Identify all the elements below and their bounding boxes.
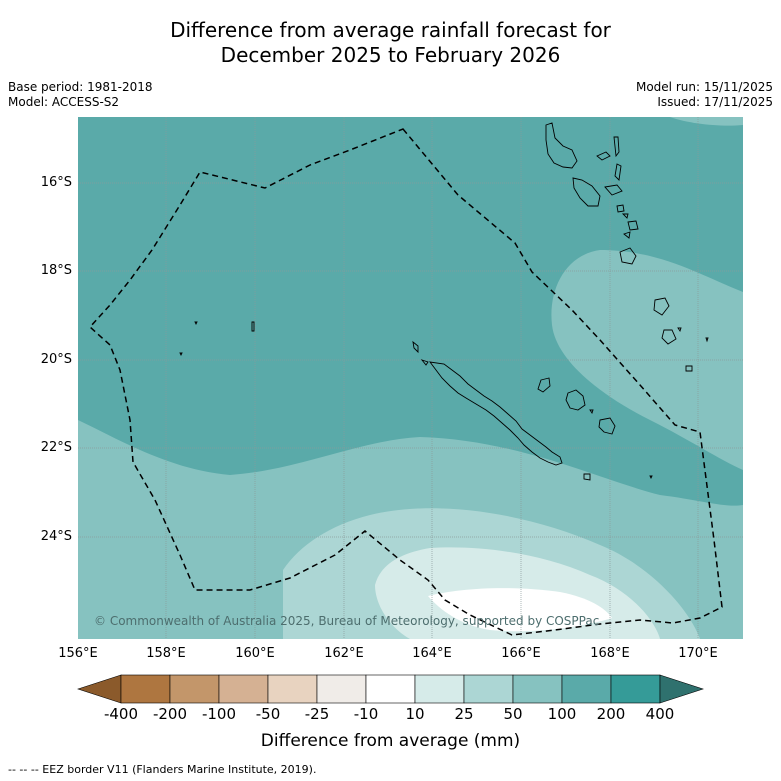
island-pentecost — [614, 163, 622, 181]
meta-right: Model run: 15/11/2025 Issued: 17/11/2025 — [636, 80, 773, 110]
copyright-notice: © Commonwealth of Australia 2025, Bureau… — [94, 614, 600, 628]
model-run: Model run: 15/11/2025 — [635, 80, 773, 94]
lat-label-24s: 24°S — [40, 529, 72, 544]
island-tiga — [589, 409, 594, 415]
colorbar-cell — [316, 674, 367, 704]
lat-label-20s: 20°S — [40, 352, 72, 367]
coastlines — [179, 122, 709, 481]
island-maewo — [613, 136, 620, 158]
lon-label-156e: 156°E — [58, 646, 98, 661]
lon-label-158e: 158°E — [146, 646, 186, 661]
lat-label-18s: 18°S — [40, 263, 72, 278]
lon-label-162e: 162°E — [324, 646, 364, 661]
lat-label-22s: 22°S — [40, 440, 72, 455]
colorbar-tick: 50 — [503, 705, 523, 723]
island-small-east — [649, 475, 653, 480]
colorbar-tick: -50 — [255, 705, 281, 723]
island-c — [251, 321, 255, 332]
lat-label-16s: 16°S — [40, 175, 72, 190]
colorbar-cell — [169, 674, 220, 704]
map-area — [78, 117, 743, 639]
base-period: Base period: 1981-2018 — [8, 80, 153, 94]
title-line-2: December 2025 to February 2026 — [220, 43, 561, 67]
island-pines — [583, 473, 591, 481]
colorbar-tick: 10 — [405, 705, 425, 723]
colorbar-cell — [512, 674, 563, 704]
island-shepherd — [621, 213, 629, 219]
island-erromango — [623, 231, 631, 239]
meta-left: Base period: 1981-2018 Model: ACCESS-S2 — [8, 80, 153, 110]
lon-label-166e: 166°E — [501, 646, 541, 661]
colorbar — [77, 674, 704, 704]
island-tanna — [619, 247, 637, 265]
lon-label-164e: 164°E — [412, 646, 452, 661]
band-50-100-east — [551, 250, 743, 470]
band-minus10-10 — [428, 588, 612, 632]
island-lifou — [565, 389, 586, 411]
colorbar-cell — [365, 674, 416, 704]
colorbar-cell — [463, 674, 514, 704]
island-b — [420, 359, 429, 366]
colorbar-tick: -10 — [353, 705, 379, 723]
new-caledonia-main-island — [428, 361, 563, 466]
map-title: Difference from average rainfall forecas… — [0, 18, 781, 68]
issued-date: Issued: 17/11/2025 — [657, 95, 773, 109]
colorbar-cell — [414, 674, 465, 704]
island-matthew — [661, 329, 677, 345]
eez-legend-note: -- -- -- EEZ border V11 (Flanders Marine… — [8, 763, 317, 776]
island-epi — [616, 204, 625, 213]
island-efate — [627, 220, 639, 231]
island-walpole — [685, 365, 693, 372]
colorbar-tick: -100 — [201, 705, 237, 723]
island-mare — [598, 417, 616, 435]
colorbar-tick: 25 — [454, 705, 474, 723]
graticule — [78, 117, 743, 639]
lon-label-160e: 160°E — [235, 646, 275, 661]
colorbar-tick: -200 — [152, 705, 188, 723]
colorbar-tick: 400 — [645, 705, 675, 723]
colorbar-cell — [561, 674, 612, 704]
colorbar-title: Difference from average (mm) — [260, 731, 521, 751]
colorbar-tick: 200 — [596, 705, 626, 723]
colorbar-cell — [610, 674, 661, 704]
colorbar-extend-low — [77, 674, 122, 704]
island-chesterfield-a — [194, 321, 198, 326]
island-aneityum — [653, 297, 670, 316]
eez-border — [88, 128, 723, 636]
colorbar-cell — [267, 674, 318, 704]
island-ouvea — [537, 377, 551, 393]
lon-label-170e: 170°E — [678, 646, 718, 661]
colorbar-cell — [218, 674, 269, 704]
colorbar-extend-high — [659, 674, 704, 704]
island-a — [412, 340, 419, 354]
colorbar-tick: -25 — [304, 705, 330, 723]
lon-label-168e: 168°E — [590, 646, 630, 661]
island-chesterfield-b — [179, 352, 183, 357]
colorbar-cell — [120, 674, 171, 704]
island-ambrym — [604, 184, 623, 196]
island-ambae — [596, 151, 611, 161]
colorbar-tick: -400 — [103, 705, 139, 723]
island-malakula — [572, 177, 601, 207]
top-right-patch — [670, 117, 743, 126]
island-hunter — [677, 327, 682, 333]
model-name: Model: ACCESS-S2 — [8, 95, 120, 109]
island-espiritu-santo — [545, 122, 578, 169]
island-east-dot — [705, 337, 709, 343]
title-line-1: Difference from average rainfall forecas… — [170, 18, 611, 42]
colorbar-tick: 100 — [547, 705, 577, 723]
